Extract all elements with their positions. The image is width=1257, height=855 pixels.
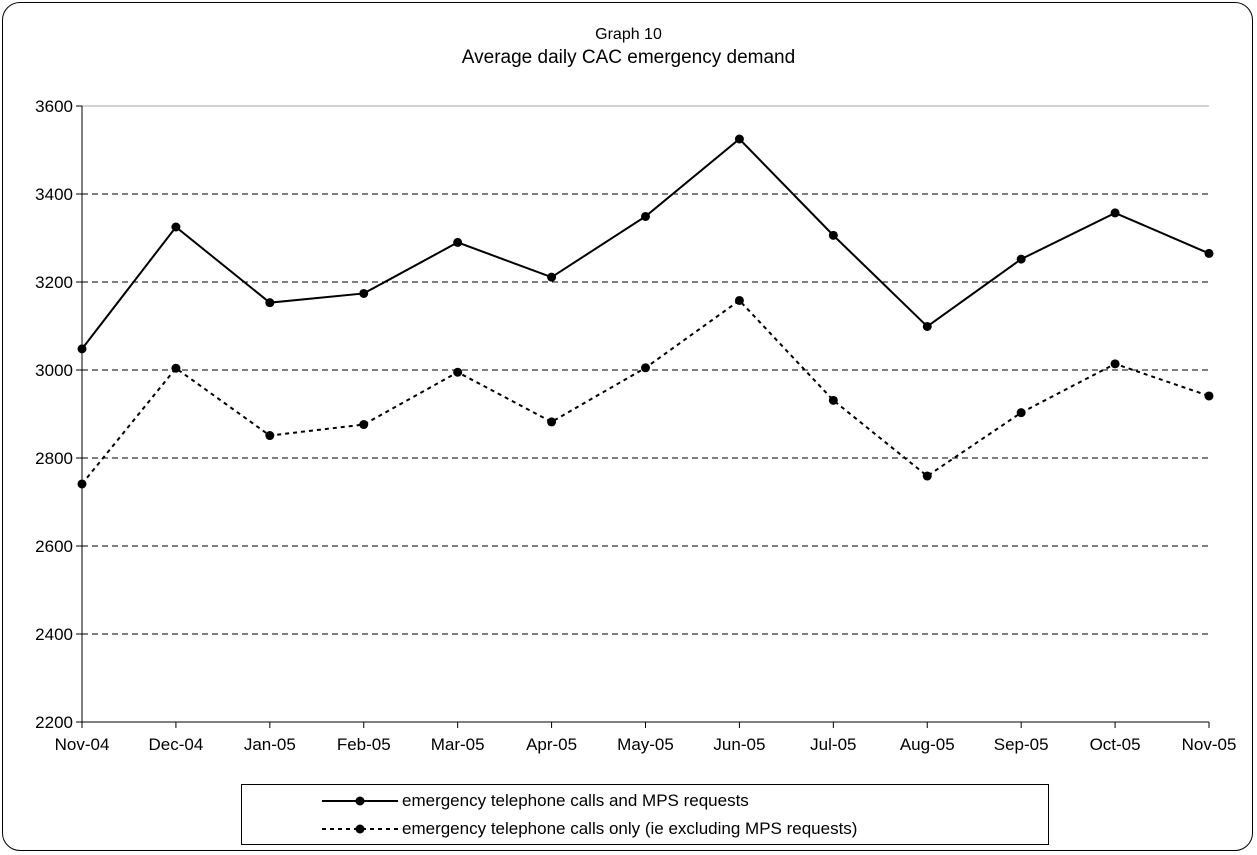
x-tick-label-Sep-05: Sep-05 <box>994 735 1049 754</box>
x-tick-label-Aug-05: Aug-05 <box>900 735 955 754</box>
x-tick-label-Nov-04: Nov-04 <box>55 735 110 754</box>
series-2-point-Sep-05 <box>1016 408 1026 418</box>
y-tick-label-2200: 2200 <box>35 713 73 732</box>
chart-legend: emergency telephone calls and MPS reques… <box>241 784 1049 845</box>
series-1-point-Nov-04 <box>77 344 87 354</box>
y-tick-label-3000: 3000 <box>35 361 73 380</box>
y-tick-label-3600: 3600 <box>35 97 73 116</box>
x-tick-label-Jul-05: Jul-05 <box>810 735 856 754</box>
x-tick-label-Mar-05: Mar-05 <box>431 735 485 754</box>
x-tick-label-May-05: May-05 <box>617 735 674 754</box>
series-2-point-Oct-05 <box>1110 359 1120 369</box>
series-1-point-Jul-05 <box>828 230 838 240</box>
y-tick-label-2800: 2800 <box>35 449 73 468</box>
x-tick-label-Oct-05: Oct-05 <box>1090 735 1141 754</box>
series-2-point-Mar-05 <box>453 367 463 377</box>
series-1-point-Aug-05 <box>922 321 932 331</box>
series-1-point-Apr-05 <box>547 272 557 282</box>
series-1-point-Mar-05 <box>453 237 463 247</box>
series-2-point-Feb-05 <box>359 420 369 430</box>
series-2-point-Nov-05 <box>1204 391 1214 401</box>
legend-label-series-1: emergency telephone calls and MPS reques… <box>402 791 749 810</box>
series-1-point-May-05 <box>641 211 650 221</box>
x-tick-label-Feb-05: Feb-05 <box>337 735 391 754</box>
series-1-point-Jun-05 <box>734 134 744 144</box>
y-tick-label-2600: 2600 <box>35 537 73 556</box>
x-tick-label-Jan-05: Jan-05 <box>244 735 296 754</box>
y-tick-label-2400: 2400 <box>35 625 73 644</box>
series-1-point-Nov-05 <box>1204 248 1214 258</box>
legend-label-series-2: emergency telephone calls only (ie exclu… <box>402 819 858 838</box>
series-1-point-Dec-04 <box>171 222 181 232</box>
chart-subtitle: Average daily CAC emergency demand <box>461 47 796 68</box>
series-line-2 <box>81 299 1210 485</box>
legend-swatch-dotted <box>322 824 398 834</box>
series-2-point-Apr-05 <box>547 417 557 427</box>
legend-swatch-solid <box>322 796 398 806</box>
x-tick-label-Jun-05: Jun-05 <box>713 735 765 754</box>
series-1-point-Oct-05 <box>1110 208 1120 218</box>
x-tick-label-Dec-04: Dec-04 <box>149 735 204 754</box>
series-line-1 <box>81 137 1210 350</box>
legend-entry-series-2: emergency telephone calls only (ie exclu… <box>242 815 1048 843</box>
series-1-point-Feb-05 <box>359 288 369 298</box>
series-2-point-May-05 <box>641 363 650 373</box>
series-2-point-Jun-05 <box>734 295 744 305</box>
series-1-point-Jan-05 <box>265 298 275 308</box>
x-tick-label-Nov-05: Nov-05 <box>1182 735 1237 754</box>
legend-entry-series-1: emergency telephone calls and MPS reques… <box>242 787 1048 815</box>
chart-title: Graph 10 <box>595 26 662 43</box>
y-tick-label-3200: 3200 <box>35 273 73 292</box>
x-tick-label-Apr-05: Apr-05 <box>526 735 577 754</box>
series-2-point-Dec-04 <box>171 363 181 373</box>
series-2-point-Aug-05 <box>922 471 932 481</box>
y-tick-label-3400: 3400 <box>35 185 73 204</box>
series-1-point-Sep-05 <box>1016 254 1026 264</box>
series-2-point-Jan-05 <box>265 431 275 441</box>
series-2-point-Nov-04 <box>77 479 87 489</box>
series-2-point-Jul-05 <box>828 395 838 405</box>
